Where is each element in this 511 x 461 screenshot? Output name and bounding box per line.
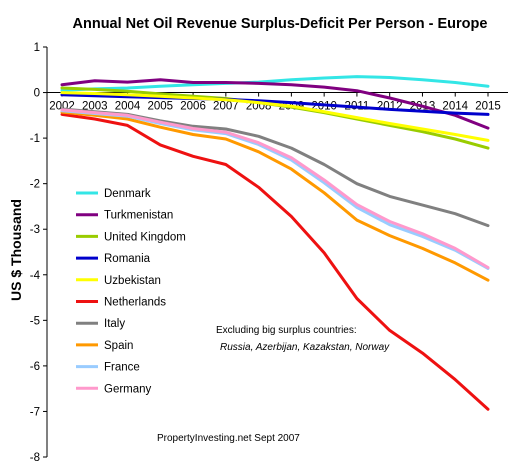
legend-label-germany: Germany bbox=[104, 383, 152, 395]
series-line-germany bbox=[60, 108, 490, 269]
x-tick-label: 2005 bbox=[148, 101, 174, 113]
annotation-note-line1: Excluding big surplus countries: bbox=[216, 325, 357, 336]
y-axis: 1 0 -1 -2 -3 -4 -5 -6 -7 -8 bbox=[30, 42, 48, 461]
y-tick-label: 1 bbox=[34, 42, 40, 54]
y-tick-label: -6 bbox=[30, 361, 40, 373]
y-tick-label: -1 bbox=[30, 133, 40, 145]
series-line-spain bbox=[60, 110, 490, 282]
legend-label-uzbekistan: Uzbekistan bbox=[104, 275, 161, 287]
y-tick-label: -5 bbox=[30, 315, 40, 327]
series-line-denmark bbox=[60, 75, 490, 92]
annotation-credit: PropertyInvesting.net Sept 2007 bbox=[157, 433, 300, 444]
x-tick-label: 2003 bbox=[82, 101, 108, 113]
legend-label-italy: Italy bbox=[104, 318, 125, 330]
y-tick-label: 0 bbox=[34, 88, 40, 100]
x-tick-label: 2014 bbox=[442, 101, 468, 113]
series-line-netherlands bbox=[60, 112, 490, 411]
legend-label-turkmenistan: Turkmenistan bbox=[104, 210, 173, 222]
y-tick-label: -2 bbox=[30, 179, 40, 191]
legend-label-romania: Romania bbox=[104, 253, 151, 265]
series-layer bbox=[60, 75, 490, 411]
y-axis-label: US $ Thousand bbox=[8, 199, 24, 301]
legend-label-france: France bbox=[104, 362, 140, 374]
legend: Denmark Turkmenistan United Kingdom Romania… bbox=[76, 188, 186, 395]
annotation-note-line2: Russia, Azerbijan, Kazakstan, Norway bbox=[220, 342, 390, 353]
legend-label-united-kingdom: United Kingdom bbox=[104, 231, 186, 243]
x-tick-label: 2004 bbox=[115, 101, 141, 113]
series-line-uzbekistan bbox=[60, 91, 490, 142]
series-line-turkmenistan bbox=[60, 78, 490, 130]
chart-title: Annual Net Oil Revenue Surplus-Deficit P… bbox=[73, 16, 488, 32]
legend-label-spain: Spain bbox=[104, 340, 133, 352]
series-line-romania bbox=[60, 93, 490, 116]
x-tick-label: 2006 bbox=[180, 101, 206, 113]
legend-label-netherlands: Netherlands bbox=[104, 297, 166, 309]
y-tick-label: -4 bbox=[30, 270, 41, 282]
y-tick-label: -8 bbox=[30, 452, 40, 461]
y-tick-label: -3 bbox=[30, 224, 40, 236]
legend-label-denmark: Denmark bbox=[104, 188, 151, 200]
x-tick-label: 2015 bbox=[475, 101, 501, 113]
y-tick-label: -7 bbox=[30, 406, 40, 418]
x-tick-label: 2007 bbox=[213, 101, 239, 113]
